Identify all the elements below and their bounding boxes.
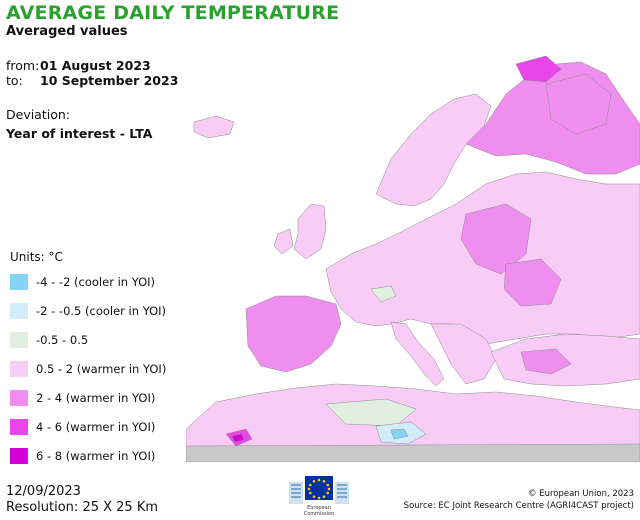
scandinavia: [375, 93, 492, 207]
europe-temperature-map: [186, 55, 640, 462]
balkans: [430, 323, 497, 385]
legend-swatch: [10, 390, 28, 406]
issue-date: 12/09/2023: [6, 484, 81, 499]
from-label: from:: [6, 58, 40, 73]
legend-label: -4 - -2 (cooler in YOI): [36, 275, 156, 289]
iberia: [245, 295, 342, 373]
hotspot-north-russia: [545, 73, 612, 135]
neutral-area-north-africa: [325, 398, 417, 427]
legend-item: -0.5 - 0.5: [10, 330, 190, 350]
british-isles: [293, 203, 327, 260]
legend-item: 2 - 4 (warmer in YOI): [10, 388, 190, 408]
map-title: AVERAGE DAILY TEMPERATURE: [6, 2, 340, 24]
ireland: [273, 228, 294, 255]
iceland: [193, 115, 235, 139]
legend-item: -4 - -2 (cooler in YOI): [10, 272, 190, 292]
deviation-label: Deviation:: [6, 107, 71, 122]
legend-label: 0.5 - 2 (warmer in YOI): [36, 362, 167, 376]
logo-text-2: Commission: [304, 511, 335, 517]
legend-swatch: [10, 419, 28, 435]
legend-swatch: [10, 361, 28, 377]
hotspot-morocco-core: [231, 433, 245, 443]
from-date: 01 August 2023: [40, 58, 151, 73]
legend-item: 4 - 6 (warmer in YOI): [10, 417, 190, 437]
legend-item: 6 - 8 (warmer in YOI): [10, 446, 190, 466]
legend-units: Units: °C: [10, 250, 63, 264]
european-commission-logo: European Commission: [289, 476, 349, 517]
to-label: to:: [6, 73, 23, 88]
logo-text-1: European: [307, 505, 331, 511]
hotspot-kola: [515, 55, 562, 83]
hotspot-ukraine: [503, 258, 562, 307]
italy: [390, 321, 445, 387]
source-text: Source: EC Joint Research Centre (AGRI4C…: [403, 501, 634, 511]
neutral-area-alps: [370, 285, 397, 303]
legend-swatch: [10, 303, 28, 319]
deviation-value: Year of interest - LTA: [6, 126, 153, 141]
legend-swatch: [10, 274, 28, 290]
legend-swatch: [10, 448, 28, 464]
legend-item: -2 - -0.5 (cooler in YOI): [10, 301, 190, 321]
hotspot-turkey: [520, 348, 572, 375]
legend-item: 0.5 - 2 (warmer in YOI): [10, 359, 190, 379]
to-date: 10 September 2023: [40, 73, 179, 88]
legend-label: -2 - -0.5 (cooler in YOI): [36, 304, 167, 318]
north-africa: [186, 383, 640, 447]
legend-label: -0.5 - 0.5: [36, 333, 89, 347]
legend-label: 6 - 8 (warmer in YOI): [36, 449, 156, 463]
copyright-text: © European Union, 2023: [528, 489, 634, 499]
cooler-area-algeria-core: [390, 428, 409, 440]
map-subtitle: Averaged values: [6, 24, 128, 39]
resolution-text: Resolution: 25 X 25 Km: [6, 500, 159, 515]
period-info: from: 01 August 2023 to: 10 September 20…: [6, 58, 178, 88]
legend-swatch: [10, 332, 28, 348]
legend-label: 4 - 6 (warmer in YOI): [36, 420, 156, 434]
legend-label: 2 - 4 (warmer in YOI): [36, 391, 156, 405]
legend: Units: °C -4 - -2 (cooler in YOI) -2 - -…: [10, 250, 190, 475]
